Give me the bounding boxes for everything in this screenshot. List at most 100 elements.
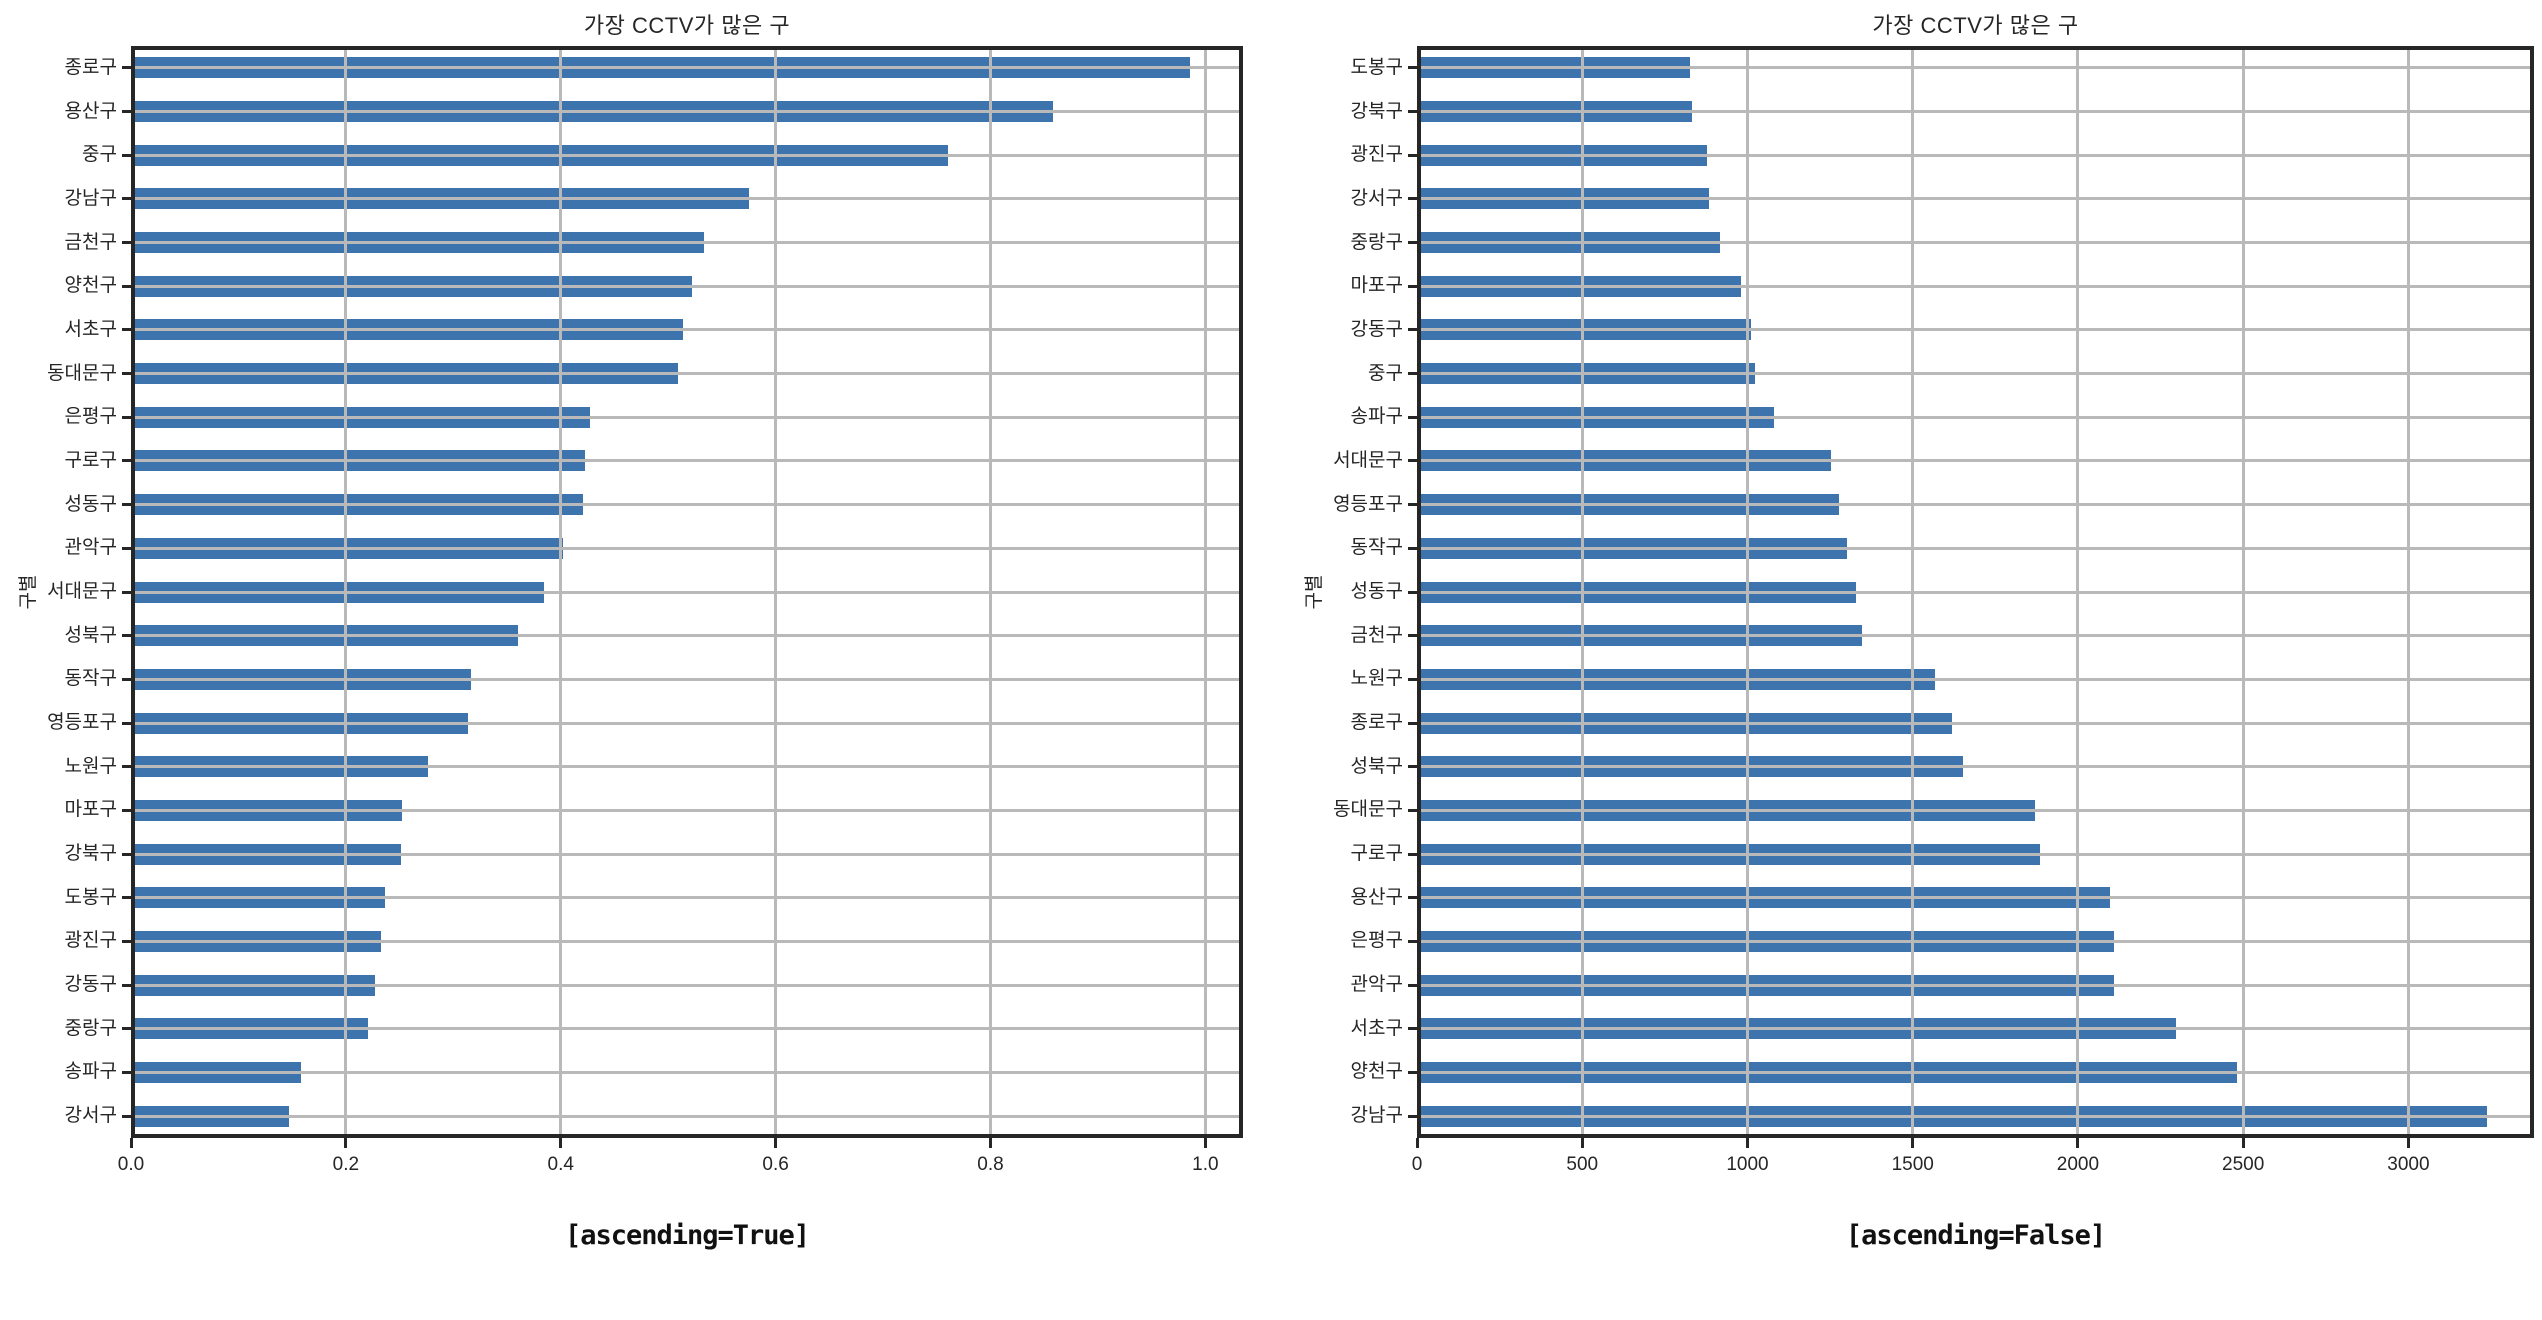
y-tick-label: 종로구 xyxy=(64,56,117,78)
gridline-x xyxy=(989,46,993,1138)
x-tick-label: 0.8 xyxy=(977,1154,1004,1175)
gridline-y xyxy=(131,677,1243,681)
y-tick-label: 용산구 xyxy=(64,100,117,122)
plot-area: 0 500 1000 1500 2000 2500 3000 도봉구 강북구 광진구 강서구 중랑구 마… xyxy=(1333,46,2534,1175)
gridline-y xyxy=(131,1027,1243,1031)
gridline-y xyxy=(131,153,1243,157)
bar-은평구 xyxy=(1417,930,2114,952)
y-tick-label: 성북구 xyxy=(1350,755,1403,777)
y-tick-mark xyxy=(122,328,131,332)
y-tick-label: 강북구 xyxy=(64,843,117,865)
x-tick-mark xyxy=(1745,1138,1749,1148)
y-tick-label: 강남구 xyxy=(64,187,117,209)
gridline-y xyxy=(1417,284,2534,288)
y-tick-mark xyxy=(122,896,131,900)
gridline-y xyxy=(1417,66,2534,70)
y-tick-label: 동작구 xyxy=(1350,537,1403,559)
y-tick-mark xyxy=(122,372,131,376)
gridline-y xyxy=(1417,503,2534,507)
y-tick-mark xyxy=(1408,110,1417,114)
x-tick-label: 0 xyxy=(1411,1154,1423,1175)
x-tick-mark xyxy=(1203,1138,1207,1148)
gridline-y xyxy=(1417,110,2534,114)
bar-은평구 xyxy=(131,406,590,428)
y-tick-label: 영등포구 xyxy=(47,712,117,734)
x-tick-label: 0.2 xyxy=(332,1154,360,1175)
gridline-y xyxy=(131,765,1243,769)
gridline-y xyxy=(1417,372,2534,376)
gridline-x xyxy=(1911,46,1915,1138)
y-tick-mark xyxy=(1408,765,1417,769)
bar-동작구 xyxy=(1417,537,1848,559)
y-tick-mark xyxy=(1408,372,1417,376)
y-tick-mark xyxy=(122,241,131,245)
gridline-y xyxy=(131,1070,1243,1074)
gridline-x xyxy=(1580,46,1584,1138)
bar-성북구 xyxy=(1417,756,1963,778)
y-tick-label: 서초구 xyxy=(64,318,117,340)
y-tick-mark xyxy=(122,939,131,943)
gridline-y xyxy=(131,590,1243,594)
y-tick-mark xyxy=(122,1070,131,1074)
x-tick-label: 1500 xyxy=(1891,1154,1934,1175)
bar-중랑구 xyxy=(131,1018,369,1040)
bar-종로구 xyxy=(131,57,1191,79)
bar-강동구 xyxy=(1417,319,1751,341)
y-tick-label: 마포구 xyxy=(1350,275,1403,297)
y-tick-mark xyxy=(122,1114,131,1118)
gridline-x xyxy=(2406,46,2410,1138)
x-tick-mark xyxy=(989,1138,993,1148)
gridline-y xyxy=(131,197,1243,201)
bar-노원구 xyxy=(1417,668,1935,690)
y-tick-label: 종로구 xyxy=(1350,712,1403,734)
y-tick-mark xyxy=(1408,66,1417,70)
bar-송파구 xyxy=(131,1061,301,1083)
y-tick-mark xyxy=(122,634,131,638)
y-tick-label: 송파구 xyxy=(64,1061,117,1083)
y-tick-label: 동작구 xyxy=(64,668,117,690)
x-tick-label: 3000 xyxy=(2387,1154,2430,1175)
x-tick-mark xyxy=(2076,1138,2080,1148)
gridline-y xyxy=(1417,1114,2534,1118)
y-tick-mark xyxy=(1408,415,1417,419)
y-tick-label: 강남구 xyxy=(1350,1105,1403,1127)
gridline-x xyxy=(344,46,348,1138)
bar-도봉구 xyxy=(131,887,385,909)
y-tick-label: 금천구 xyxy=(1350,624,1403,646)
gridline-y xyxy=(131,284,1243,288)
y-tick-label: 양천구 xyxy=(1350,1061,1403,1083)
y-tick-label: 노원구 xyxy=(1350,668,1403,690)
bar-영등포구 xyxy=(1417,494,1839,516)
y-tick-mark xyxy=(122,66,131,70)
y-tick-label: 금천구 xyxy=(64,231,117,253)
bar-마포구 xyxy=(1417,275,1741,297)
y-tick-mark xyxy=(122,197,131,201)
y-axis-label: 구별 xyxy=(1304,574,1325,610)
x-tick-mark xyxy=(1911,1138,1915,1148)
gridline-y xyxy=(1417,808,2534,812)
x-tick-mark xyxy=(2241,1138,2245,1148)
y-tick-label: 성동구 xyxy=(64,493,117,515)
y-tick-label: 강서구 xyxy=(1350,187,1403,209)
y-tick-mark xyxy=(122,153,131,157)
bar-강서구 xyxy=(131,1105,289,1127)
x-tick-label: 1000 xyxy=(1726,1154,1769,1175)
bar-서대문구 xyxy=(1417,450,1832,472)
gridline-y xyxy=(1417,459,2534,463)
gridline-y xyxy=(131,939,1243,943)
gridline-x xyxy=(1203,46,1207,1138)
gridline-y xyxy=(131,546,1243,550)
y-tick-mark xyxy=(122,415,131,419)
y-tick-label: 송파구 xyxy=(1350,406,1403,428)
y-tick-label: 도봉구 xyxy=(64,886,117,908)
bar-노원구 xyxy=(131,756,428,778)
gridline-y xyxy=(1417,1070,2534,1074)
y-tick-label: 강북구 xyxy=(1350,100,1403,122)
y-tick-mark xyxy=(1408,546,1417,550)
bar-구로구 xyxy=(1417,843,2040,865)
y-tick-label: 서초구 xyxy=(1350,1017,1403,1039)
y-tick-label: 양천구 xyxy=(64,275,117,297)
y-tick-label: 중랑구 xyxy=(1350,231,1403,253)
